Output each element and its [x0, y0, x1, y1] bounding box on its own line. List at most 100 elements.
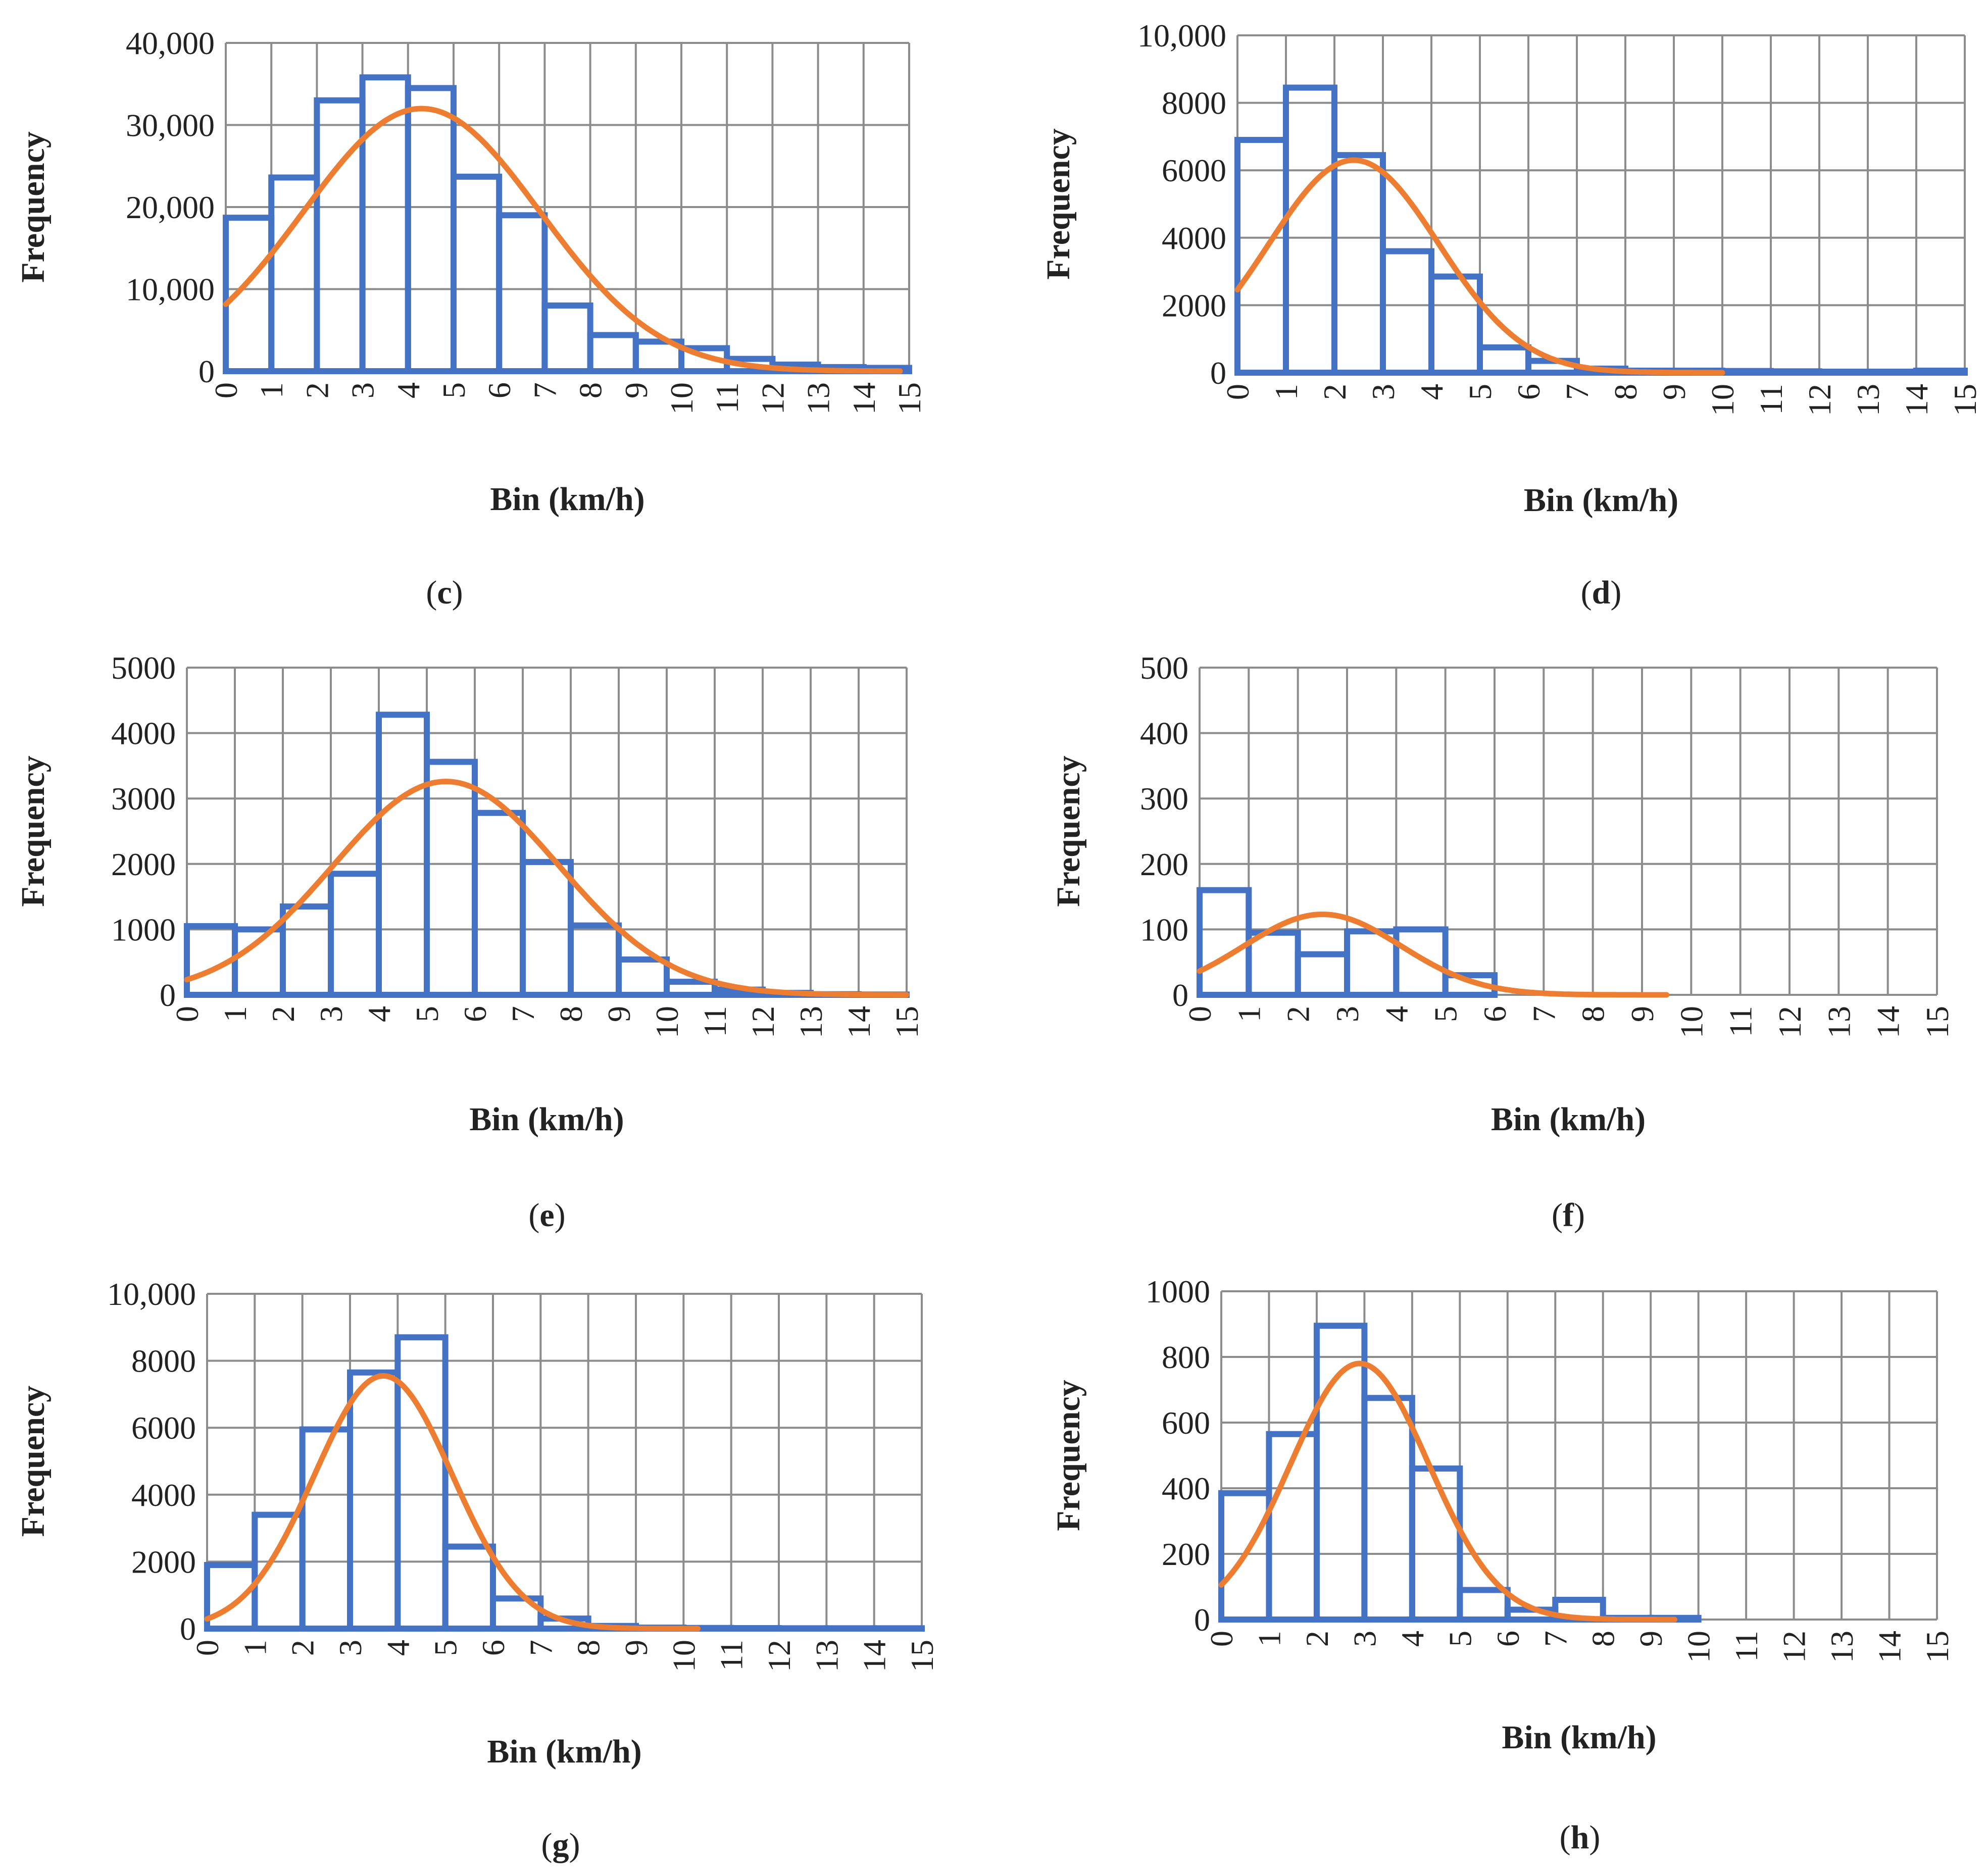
x-tick-label: 14 [1870, 1006, 1906, 1038]
x-tick-label: 10 [1673, 1006, 1709, 1038]
x-tick-label: 0 [189, 1640, 225, 1656]
x-tick-label: 12 [761, 1640, 797, 1672]
histogram-bar [1477, 344, 1531, 376]
x-tick-label: 7 [1537, 1631, 1573, 1647]
x-tick-label: 7 [1559, 384, 1595, 400]
x-axis-title: Bin (km/h) [469, 1101, 624, 1138]
x-axis-title: Bin (km/h) [487, 1733, 641, 1770]
histogram-bar [424, 759, 478, 998]
x-tick-label: 1 [217, 1006, 253, 1022]
x-tick-label: 13 [1821, 1006, 1857, 1038]
x-tick-label: 15 [891, 382, 927, 415]
x-tick-label: 8 [1575, 1006, 1611, 1022]
y-tick-label: 4000 [1162, 220, 1226, 256]
x-tick-label: 12 [1802, 384, 1837, 416]
y-tick-label: 0 [198, 353, 215, 389]
x-tick-label: 5 [1442, 1631, 1478, 1647]
histogram-bar [871, 1625, 925, 1632]
y-tick-label: 40,000 [126, 25, 215, 61]
x-tick-label: 7 [523, 1640, 559, 1656]
histogram-bar [1393, 926, 1449, 998]
x-tick-label: 9 [1656, 384, 1692, 400]
x-tick-label: 7 [527, 382, 563, 398]
x-tick-label: 3 [332, 1640, 368, 1656]
x-tick-label: 15 [889, 1006, 925, 1038]
x-tick-label: 4 [1414, 384, 1450, 400]
y-tick-label: 500 [1140, 650, 1188, 686]
x-tick-label: 14 [1872, 1631, 1908, 1663]
histogram-bar [776, 1625, 830, 1632]
x-tick-label: 15 [1947, 384, 1983, 416]
y-tick-label: 400 [1140, 716, 1188, 751]
y-axis-title: Frequency [15, 1386, 52, 1537]
x-tick-label: 0 [1182, 1006, 1218, 1022]
panel-label: (f) [1552, 1197, 1585, 1234]
y-tick-label: 6000 [131, 1410, 196, 1446]
x-tick-label: 5 [1428, 1006, 1464, 1022]
x-tick-label: 6 [1477, 1006, 1513, 1022]
histogram-bar [1331, 152, 1386, 376]
histogram-bar [664, 979, 718, 998]
panel-label: (c) [426, 574, 463, 611]
y-tick-label: 10,000 [1137, 18, 1226, 54]
panel-label: (h) [1560, 1819, 1601, 1856]
x-tick-label: 13 [793, 1006, 829, 1038]
histogram-bar [616, 956, 670, 998]
y-axis-title: Frequency [1050, 755, 1087, 906]
histogram-bar [280, 903, 334, 998]
y-tick-label: 0 [1194, 1602, 1210, 1638]
x-tick-label: 15 [1919, 1631, 1955, 1663]
histogram-bar [299, 1426, 354, 1632]
x-tick-label: 13 [1824, 1631, 1860, 1663]
histogram-bar [451, 173, 503, 374]
x-tick-label: 2 [299, 382, 335, 398]
fit-curve [204, 1373, 701, 1632]
histogram-bar [204, 1562, 258, 1632]
y-tick-label: 0 [1172, 977, 1188, 1013]
histogram-bar [1361, 1395, 1415, 1623]
x-tick-label: 9 [601, 1006, 637, 1022]
histogram-bar [1380, 248, 1434, 376]
x-tick-label: 5 [409, 1006, 445, 1022]
x-tick-label: 12 [755, 382, 790, 415]
x-tick-label: 4 [390, 382, 426, 398]
y-tick-label: 4000 [111, 716, 176, 751]
x-tick-label: 8 [573, 382, 609, 398]
x-tick-label: 0 [1204, 1631, 1239, 1647]
y-tick-label: 800 [1162, 1339, 1210, 1375]
x-tick-label: 13 [809, 1640, 844, 1672]
x-tick-label: 6 [1511, 384, 1547, 400]
histogram-bar [347, 1369, 401, 1632]
x-tick-label: 3 [1347, 1631, 1382, 1647]
y-tick-label: 200 [1162, 1536, 1210, 1572]
x-tick-label: 2 [1299, 1631, 1335, 1647]
x-tick-label: 4 [380, 1640, 416, 1656]
x-tick-label: 8 [553, 1006, 589, 1022]
histogram-bar [1865, 368, 1919, 376]
x-tick-label: 9 [618, 382, 654, 398]
x-tick-label: 2 [285, 1640, 321, 1656]
x-tick-label: 10 [666, 1640, 702, 1672]
y-axis-title: Frequency [1040, 128, 1077, 279]
x-tick-label: 10 [649, 1006, 685, 1038]
y-tick-label: 200 [1140, 846, 1188, 882]
histogram-bar [1295, 951, 1351, 998]
histogram-bar [496, 212, 548, 374]
fit-curve [1234, 157, 1725, 376]
histogram-bar [728, 1625, 782, 1632]
x-tick-label: 4 [1378, 1006, 1414, 1022]
x-tick-label: 10 [664, 382, 700, 415]
x-tick-label: 11 [714, 1640, 750, 1671]
panel-label: (g) [541, 1827, 580, 1863]
x-axis-title: Bin (km/h) [1491, 1101, 1646, 1138]
y-tick-label: 2000 [111, 846, 176, 882]
y-tick-label: 1000 [1146, 1274, 1210, 1309]
y-axis-title: Frequency [15, 131, 52, 282]
x-tick-label: 2 [1280, 1006, 1316, 1022]
x-tick-label: 6 [457, 1006, 493, 1022]
